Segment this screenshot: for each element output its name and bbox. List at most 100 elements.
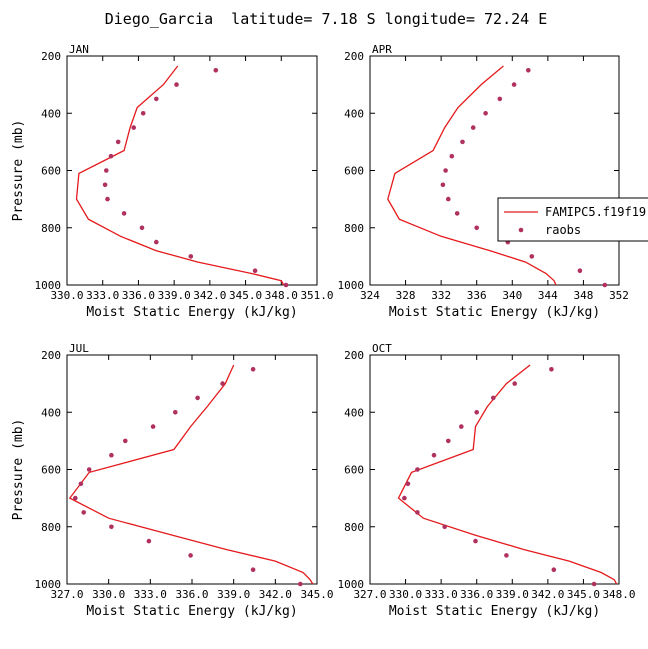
panel-oct-xtick-label: 348.0 (602, 588, 635, 601)
panel-oct-raobs-point (446, 438, 451, 444)
panel-apr-xtick-label: 344 (538, 289, 558, 302)
panel-apr-raobs-point (440, 182, 446, 188)
legend-raobs-swatch (518, 227, 524, 233)
panel-oct-xtick-label: 336.0 (460, 588, 493, 601)
panel-oct-raobs-point (405, 481, 411, 487)
panel-jan-ytick-label: 400 (41, 107, 61, 120)
panel-apr-frame (369, 55, 620, 286)
panel-apr-label: APR (372, 43, 392, 56)
panel-jan-x-axis-label: Moist Static Energy (kJ/kg) (86, 305, 297, 320)
panel-jan-raobs-point (102, 182, 108, 188)
panel-apr-ytick-label: 1000 (338, 279, 365, 292)
panel-apr-ytick-label: 400 (344, 107, 364, 120)
panel-jul-raobs-point (109, 524, 114, 530)
panel-jul-raobs-point (150, 424, 156, 429)
panel-jan-xtick-label: 336.0 (122, 289, 155, 302)
panel-jul-raobs-point (86, 467, 92, 472)
panel-jul-raobs-point (298, 581, 303, 587)
panel-oct-raobs-point (402, 495, 407, 501)
panel-jan-y-axis-label: Pressure (mb) (11, 120, 26, 222)
panel-apr-raobs-point (602, 282, 608, 288)
panel-oct-xtick-label: 345.0 (567, 588, 600, 601)
panel-oct-xtick-label: 339.0 (496, 588, 529, 601)
panel-apr-raobs-point (474, 225, 480, 231)
panel-apr-ytick-label: 200 (344, 50, 364, 63)
panel-oct-xtick-label: 330.0 (389, 588, 422, 601)
panel-oct-label: OCT (372, 342, 392, 355)
panel-jan-xtick-label: 330.0 (50, 289, 83, 302)
panel-apr-raobs-point (443, 168, 448, 173)
panel-oct-raobs-point (504, 553, 509, 558)
panel-jul-frame (66, 354, 318, 585)
panel-jul-raobs-point (220, 381, 225, 386)
panel-oct-ytick-label: 800 (344, 521, 364, 534)
panel-oct-ytick-label: 600 (344, 464, 364, 477)
panel-jul-raobs-point (81, 510, 86, 515)
panel-jul-label: JUL (69, 342, 89, 355)
panel-jul-raobs-point (188, 553, 193, 558)
panel-apr-raobs-point (470, 125, 476, 130)
panel-jul-raobs-point (109, 452, 114, 458)
panel-oct-ytick-label: 1000 (338, 578, 365, 591)
panel-jan-ytick-label: 800 (41, 222, 61, 235)
panel-jul-ytick-label: 400 (41, 406, 61, 419)
panel-jan-raobs-point (174, 82, 179, 87)
panel-oct-x-axis-label: Moist Static Energy (kJ/kg) (389, 604, 600, 619)
panel-jul-ytick-label: 600 (41, 464, 61, 477)
panel-apr-xtick-label: 328 (396, 289, 416, 302)
panel-apr-raobs-point (460, 139, 465, 145)
panel-jan-raobs-point (131, 125, 136, 130)
panel-apr-raobs-point (526, 68, 531, 73)
panel-jan-label: JAN (69, 43, 89, 56)
panel-jul-model-line (68, 364, 314, 585)
panel-jan-raobs-point (105, 196, 110, 202)
panel-jul-ytick-label: 1000 (35, 578, 62, 591)
panel-jan-xtick-label: 342.0 (193, 289, 226, 302)
panel-jan-raobs-point (139, 225, 145, 231)
panel-apr-model-line (387, 65, 557, 286)
panel-oct-raobs-point (551, 567, 557, 572)
panel-oct-raobs-point (415, 510, 420, 515)
panel-jul-xtick-label: 345.0 (300, 588, 333, 601)
panel-oct-ytick-label: 400 (344, 406, 364, 419)
panel-apr-raobs-point (454, 211, 460, 216)
legend-box (497, 197, 648, 242)
panel-oct-xtick-label: 342.0 (531, 588, 564, 601)
panel-apr-raobs-point (483, 111, 488, 116)
panel-jan-raobs-point (283, 282, 289, 288)
panel-jan-raobs-point (213, 68, 219, 73)
panel-jan-raobs-point (252, 268, 258, 274)
panel-oct-raobs-point (549, 367, 554, 372)
panel-jan-raobs-point (104, 168, 109, 173)
panel-jan-ytick-label: 1000 (35, 279, 62, 292)
panel-jul-raobs-point (73, 495, 78, 501)
panel-jul-y-axis-label: Pressure (mb) (11, 419, 26, 521)
panel-jan-ytick-label: 600 (41, 165, 61, 178)
panel-oct-raobs-point (431, 452, 437, 458)
panel-apr-xtick-label: 340 (502, 289, 522, 302)
panel-apr-xtick-label: 336 (467, 289, 487, 302)
panel-apr-raobs-point (529, 254, 535, 259)
panel-jan-raobs-point (154, 239, 159, 245)
panel-oct-xtick-label: 327.0 (353, 588, 386, 601)
panel-jul-xtick-label: 336.0 (175, 588, 208, 601)
panel-oct-raobs-point (491, 395, 496, 401)
panel-jul-raobs-point (195, 395, 200, 401)
panel-jul-raobs-point (146, 538, 152, 544)
panel-jul-raobs-point (78, 481, 84, 487)
panel-jan-raobs-point (115, 139, 121, 145)
panel-apr-xtick-label: 352 (609, 289, 629, 302)
panel-jul-ytick-label: 800 (41, 521, 61, 534)
panel-jan-xtick-label: 333.0 (86, 289, 119, 302)
panel-apr-raobs-point (577, 268, 583, 274)
panel-jan-xtick-label: 351.0 (300, 289, 333, 302)
panel-jul-x-axis-label: Moist Static Energy (kJ/kg) (86, 604, 297, 619)
panel-jan-xtick-label: 348.0 (265, 289, 298, 302)
panel-jul-xtick-label: 333.0 (134, 588, 167, 601)
panel-jan-xtick-label: 339.0 (158, 289, 191, 302)
panel-oct-raobs-point (442, 524, 448, 530)
panel-apr-raobs-point (449, 153, 455, 159)
panel-apr-xtick-label: 324 (360, 289, 380, 302)
panel-oct-raobs-point (591, 581, 597, 587)
